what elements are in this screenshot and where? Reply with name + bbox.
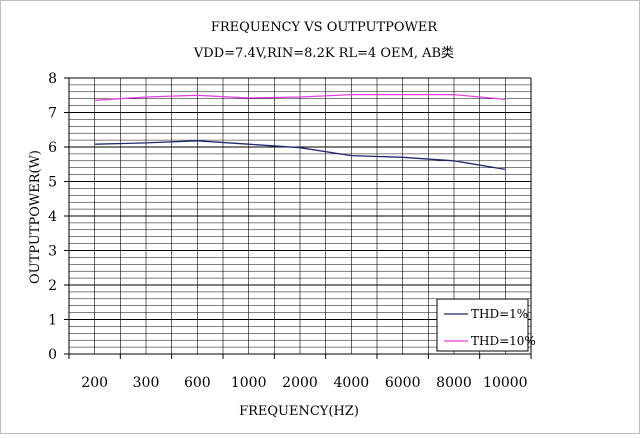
legend-box	[436, 298, 529, 352]
y-tick-label: 5	[48, 175, 57, 191]
x-tick-label: 6000	[385, 375, 421, 391]
chart-title: FREQUENCY VS OUTPUTPOWER	[211, 20, 439, 35]
y-tick-label: 2	[48, 278, 57, 294]
grid	[69, 78, 531, 354]
series-line-thd-10	[94, 93, 506, 102]
axes	[64, 77, 532, 359]
y-tick-label: 4	[48, 209, 57, 225]
x-tick-label: 4000	[334, 375, 370, 391]
series-lines	[94, 93, 506, 171]
y-tick-label: 0	[48, 347, 57, 363]
legend-label-thd-1: THD=1%	[471, 307, 528, 321]
x-tick-label: 600	[184, 375, 211, 391]
x-axis-title: FREQUENCY(HZ)	[239, 404, 359, 419]
y-tick-label: 6	[48, 140, 57, 156]
series-line-thd-1	[94, 140, 506, 171]
x-tick-label: 10000	[483, 375, 528, 391]
y-tick-label: 8	[48, 71, 57, 87]
x-tick-label: 300	[133, 375, 160, 391]
legend-label-thd-10: THD=10%	[471, 334, 536, 348]
legend: THD=1% THD=10%	[436, 298, 536, 352]
y-tick-label: 1	[48, 313, 57, 329]
y-tick-labels: 0 1 2 3 4 5 6 7 8	[48, 71, 57, 363]
y-tick-label: 3	[48, 244, 57, 260]
y-tick-label: 7	[48, 106, 57, 122]
x-tick-label: 2000	[282, 375, 318, 391]
y-axis-title: OUTPUTPOWER(W)	[28, 150, 43, 284]
x-tick-label: 200	[81, 375, 108, 391]
x-tick-label: 1000	[231, 375, 267, 391]
x-tick-labels: 200 300 600 1000 2000 4000 6000 8000 10000	[81, 375, 527, 391]
chart-subtitle: VDD=7.4V,RIN=8.2K RL=4 OEM, AB类	[193, 46, 454, 61]
x-tick-label: 8000	[436, 375, 472, 391]
